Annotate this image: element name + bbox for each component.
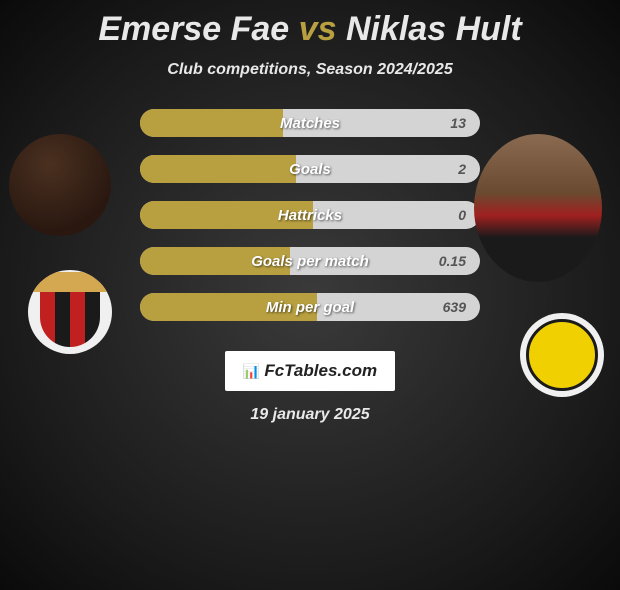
club1-badge (28, 270, 112, 354)
player2-photo (474, 134, 602, 282)
club1-crest (40, 277, 100, 347)
stat-left-value (140, 201, 313, 229)
chart-icon: 📊 (243, 363, 260, 380)
stat-row: 2Goals (140, 155, 480, 183)
stat-left-value (140, 109, 283, 137)
stat-right-value: 639 (317, 293, 480, 321)
stat-left-value (140, 247, 290, 275)
stat-left-value (140, 293, 317, 321)
club2-badge (520, 313, 604, 397)
comparison-title: Emerse Fae vs Niklas Hult (0, 10, 620, 49)
date-label: 19 january 2025 (0, 406, 620, 424)
stats-container: 13Matches 2Goals 0Hattricks 0.15Goals per m… (140, 109, 480, 321)
stat-right-value: 0 (313, 201, 480, 229)
stat-right-value: 0.15 (290, 247, 480, 275)
player2-name: Niklas Hult (346, 10, 522, 48)
stat-right-value: 13 (283, 109, 480, 137)
source-badge: 📊 FcTables.com (225, 351, 395, 391)
stat-left-value (140, 155, 296, 183)
player1-photo (9, 134, 111, 236)
subtitle: Club competitions, Season 2024/2025 (0, 61, 620, 79)
player1-name: Emerse Fae (98, 10, 289, 48)
stat-row: 13Matches (140, 109, 480, 137)
stat-row: 639Min per goal (140, 293, 480, 321)
vs-label: vs (299, 10, 337, 48)
club1-wings (28, 272, 112, 292)
source-text: FcTables.com (264, 361, 377, 381)
stat-row: 0.15Goals per match (140, 247, 480, 275)
stat-right-value: 2 (296, 155, 480, 183)
stat-row: 0Hattricks (140, 201, 480, 229)
club2-crest (526, 319, 598, 391)
